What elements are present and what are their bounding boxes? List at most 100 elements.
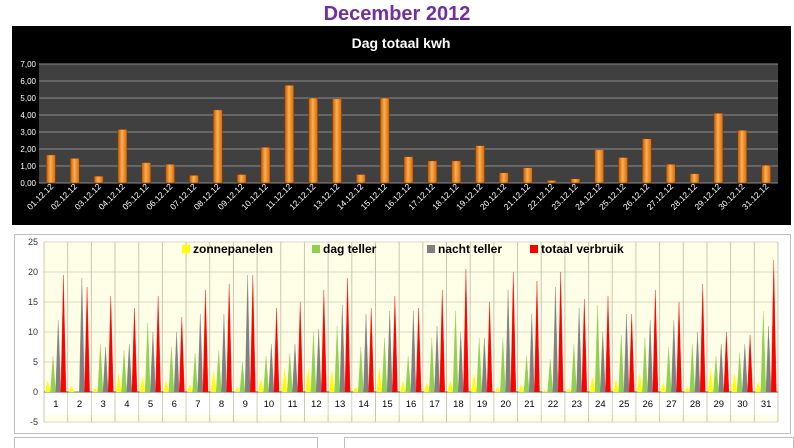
chart2-spike xyxy=(339,304,346,393)
chart2-x-tick-label: 6 xyxy=(172,399,177,410)
chart2-spike xyxy=(392,295,398,393)
page-title: December 2012 xyxy=(323,3,471,25)
chart1-y-tick-label: 1,00 xyxy=(20,162,36,171)
chart2-spike xyxy=(352,386,359,393)
chart2-category-cell xyxy=(754,393,778,415)
chart2-spike xyxy=(557,271,564,393)
chart1-bar xyxy=(522,167,533,184)
chart2-x-tick-label: 18 xyxy=(453,399,464,410)
chart2-spike xyxy=(660,382,667,393)
chart2-x-tick-label: 2 xyxy=(77,399,82,410)
chart2-spike xyxy=(197,313,204,393)
chart2-y-tick-label: 5 xyxy=(33,357,38,367)
chart2-spike xyxy=(179,316,185,393)
chart2-category-cell xyxy=(731,393,754,415)
chart2-category-cell xyxy=(423,393,447,415)
chart1-bar xyxy=(499,172,509,184)
chart1-bar xyxy=(451,160,461,184)
chart2-x-tick-label: 31 xyxy=(761,399,772,410)
chart2-spike xyxy=(168,346,175,393)
chart2-spike xyxy=(126,343,132,393)
chart2-spike xyxy=(150,331,156,393)
chart1-bar xyxy=(761,164,771,184)
chart1-title: Dag totaal kwh xyxy=(352,35,451,51)
chart2-spike xyxy=(305,367,312,393)
chart2-spike xyxy=(60,274,67,393)
chart1-y-tick-label: 3,00 xyxy=(20,128,36,137)
chart2-spike xyxy=(244,274,251,393)
chart2-x-tick-label: 29 xyxy=(714,399,725,410)
chart2-spike xyxy=(258,378,264,393)
chart2-category-cell xyxy=(139,393,162,415)
chart2-spike xyxy=(415,307,422,393)
chart2-x-tick-label: 8 xyxy=(219,399,224,410)
chart2-category-cell xyxy=(210,393,233,415)
chart2-spike xyxy=(747,334,753,393)
chart2-legend-label: totaal verbruik xyxy=(541,242,624,256)
chart2-spike xyxy=(463,268,469,393)
chart2-category-cell xyxy=(44,393,68,415)
chart2-y-tick-label: 25 xyxy=(28,237,38,247)
chart2-category-cell xyxy=(541,393,565,415)
chart1-bar xyxy=(165,164,175,184)
chart2-spike xyxy=(423,382,430,393)
chart2-x-tick-label: 12 xyxy=(311,399,322,410)
chart2-spike xyxy=(434,325,440,393)
chart1-bar xyxy=(117,129,128,184)
chart2-y-tick-label: -5 xyxy=(30,417,38,427)
chart2-category-cell xyxy=(162,393,186,415)
chart1-y-tick-label: 2,00 xyxy=(20,145,36,154)
chart2-spike xyxy=(457,331,464,393)
chart2-spike xyxy=(541,390,549,393)
bottom-right-panel xyxy=(344,437,794,448)
chart2-x-tick-label: 19 xyxy=(477,399,488,410)
chart2-x-tick-label: 7 xyxy=(195,399,200,410)
chart2-spike xyxy=(547,358,553,393)
chart1-bar xyxy=(356,174,366,184)
chart2-category-cell xyxy=(304,393,328,415)
chart2-spike xyxy=(665,346,672,393)
chart2-spike xyxy=(565,388,572,393)
chart2-spike xyxy=(363,313,369,393)
chart2-spike xyxy=(689,343,696,393)
chart1-bar xyxy=(713,113,724,184)
chart2-spike xyxy=(613,379,619,393)
chart1-y-tick-label: 7,00 xyxy=(20,60,36,69)
chart2-legend-swatch xyxy=(312,245,320,253)
chart2-spike xyxy=(187,384,193,393)
chart2-spike xyxy=(439,289,446,393)
chart2-legend-swatch xyxy=(427,245,435,253)
chart2-y-tick-label: 20 xyxy=(28,267,38,277)
chart2-spike xyxy=(376,367,383,393)
chart2-spike xyxy=(552,286,559,393)
chart2-spike xyxy=(636,373,643,393)
chart2-spike xyxy=(581,298,588,393)
chart2-spike xyxy=(287,352,293,393)
chart2-spike xyxy=(97,343,104,393)
chart2-spike xyxy=(92,388,99,393)
chart1-bar xyxy=(213,109,223,184)
chart2-category-cell xyxy=(470,393,494,415)
chart2-category-cell xyxy=(115,393,139,415)
chart2-x-tick-label: 1 xyxy=(53,399,58,410)
chart2-spike xyxy=(329,370,335,393)
chart2-spike xyxy=(250,274,256,393)
chart2-spike xyxy=(202,289,209,393)
chart2-category-cell xyxy=(399,393,423,415)
chart2-category-cell xyxy=(281,393,304,415)
chart2-spike xyxy=(173,331,180,393)
chart2-spike xyxy=(647,319,653,393)
chart2-category-cell xyxy=(494,393,518,415)
chart2-category-cell xyxy=(68,393,91,415)
chart2-spike xyxy=(163,381,169,393)
chart2-x-tick-label: 23 xyxy=(571,399,582,410)
chart2-spike xyxy=(770,259,777,393)
chart1-bar xyxy=(475,145,485,184)
chart2-legend-swatch xyxy=(182,245,190,253)
chart2-spike xyxy=(144,322,151,393)
chart1-bar xyxy=(403,156,414,184)
chart1-bar xyxy=(570,178,581,184)
chart2-spike xyxy=(718,343,724,393)
chart2-spike xyxy=(381,337,388,393)
